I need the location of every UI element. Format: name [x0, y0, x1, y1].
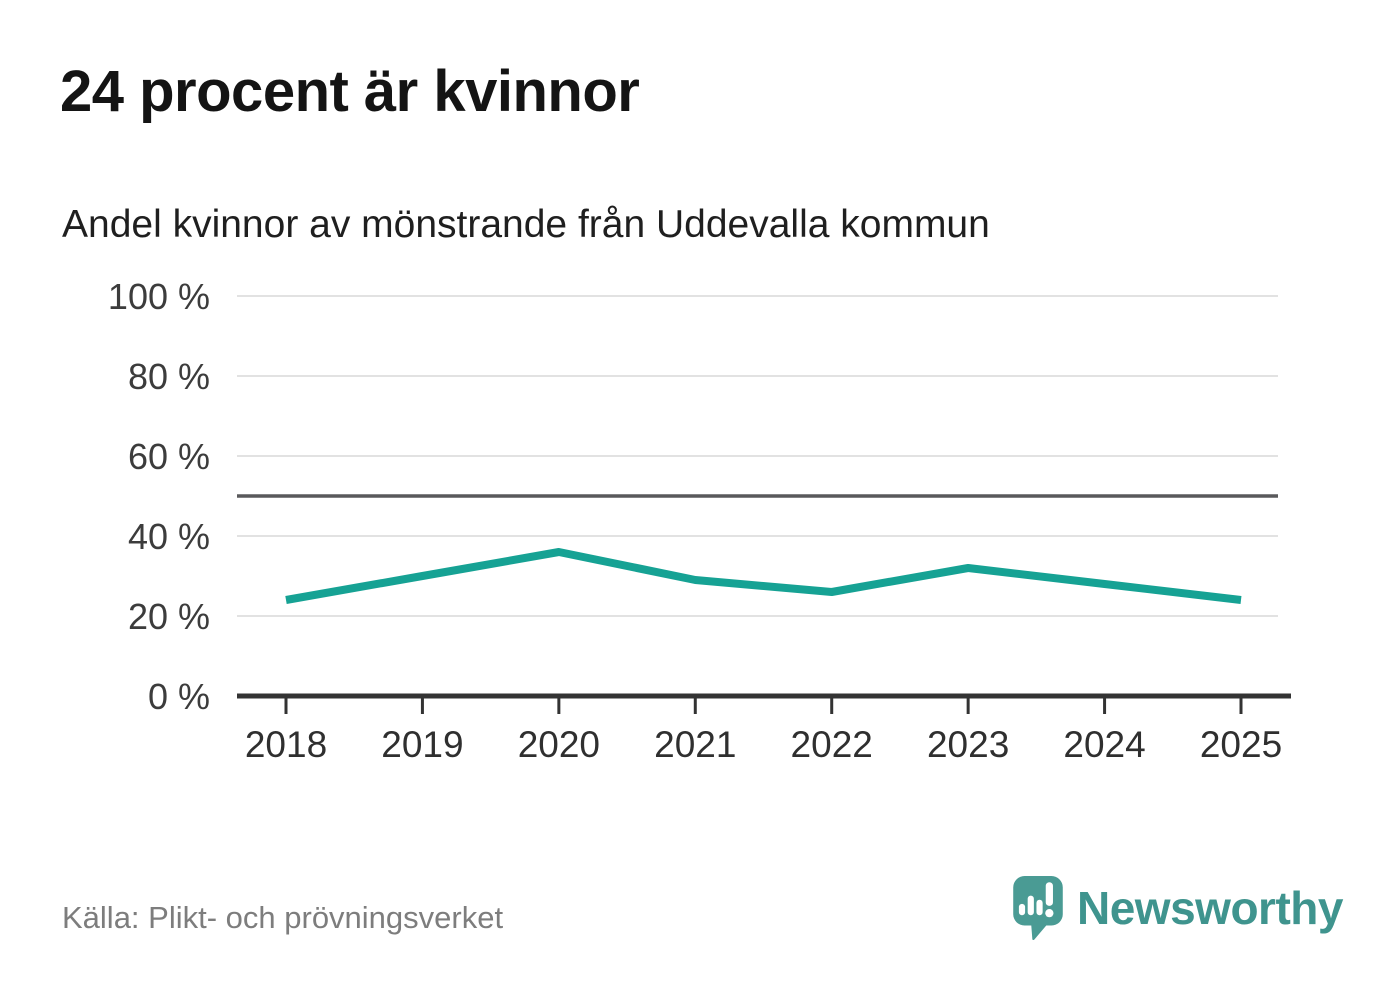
logo-exclamation-dot — [1045, 909, 1054, 918]
y-tick-label-60: 60 % — [128, 436, 210, 477]
logo-bar-3 — [1036, 899, 1043, 916]
chart-subtitle: Andel kvinnor av mönstrande från Uddeval… — [62, 203, 990, 246]
newsworthy-logo: Newsworthy — [1012, 876, 1343, 940]
x-tick-label-2021: 2021 — [654, 724, 736, 765]
x-tick-label-2024: 2024 — [1063, 724, 1145, 765]
logo-bar-2 — [1027, 895, 1034, 916]
y-tick-label-20: 20 % — [128, 596, 210, 637]
y-tick-label-80: 80 % — [128, 356, 210, 397]
y-tick-label-40: 40 % — [128, 516, 210, 557]
newsworthy-logo-icon — [1013, 876, 1063, 940]
newsworthy-logo-text: Newsworthy — [1077, 882, 1343, 934]
x-tick-label-2018: 2018 — [245, 724, 327, 765]
page-title: 24 procent är kvinnor — [60, 59, 640, 124]
x-tick-label-2025: 2025 — [1200, 724, 1282, 765]
logo-bar-1 — [1018, 903, 1026, 916]
source-note: Källa: Plikt- och prövningsverket — [62, 900, 504, 935]
y-tick-label-100: 100 % — [108, 276, 210, 317]
x-tick-label-2020: 2020 — [518, 724, 600, 765]
logo-exclamation-bar — [1045, 882, 1053, 906]
data-line — [285, 548, 1242, 604]
x-tick-label-2022: 2022 — [791, 724, 873, 765]
y-tick-label-0: 0 % — [148, 676, 210, 717]
x-tick-label-2019: 2019 — [381, 724, 463, 765]
x-tick-label-2023: 2023 — [927, 724, 1009, 765]
